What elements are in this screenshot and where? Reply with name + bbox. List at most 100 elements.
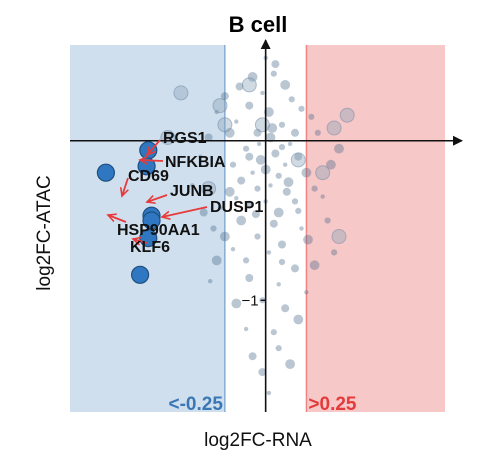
positive-threshold-label: >0.25: [308, 394, 357, 415]
gene-arrow-nfkbia: [140, 160, 164, 161]
data-point: [326, 120, 342, 136]
data-point: [217, 205, 223, 210]
data-point: [248, 352, 257, 361]
data-point: [208, 279, 213, 284]
data-point: [204, 133, 213, 142]
data-point: [237, 176, 246, 185]
data-point: [254, 117, 270, 133]
data-point: [331, 249, 338, 256]
data-point: [220, 231, 230, 242]
data-point: [230, 247, 236, 252]
data-point: [258, 368, 267, 377]
data-point: [251, 210, 260, 219]
data-point: [224, 127, 235, 138]
highlighted-point-dusp1: [142, 211, 161, 230]
data-point: [271, 60, 280, 69]
gene-arrow-hsp90aa1: [108, 215, 127, 223]
data-point: [245, 152, 254, 161]
data-point: [280, 80, 291, 90]
data-point: [198, 154, 203, 159]
data-point: [311, 185, 318, 192]
gene-label-dusp1: DUSP1: [210, 199, 263, 216]
data-point: [291, 264, 299, 273]
gene-label-nfkbia: NFKBIA: [165, 154, 226, 171]
x-axis-label: log2FC-RNA: [204, 430, 312, 451]
data-point: [308, 113, 315, 120]
data-point: [315, 165, 331, 181]
y-tick-label: −1: [242, 292, 259, 309]
data-point: [270, 70, 277, 77]
data-point: [309, 260, 320, 271]
data-point: [283, 177, 294, 188]
data-point: [295, 207, 302, 214]
data-point: [243, 326, 249, 332]
data-point: [255, 155, 266, 165]
positive-threshold-band: [306, 45, 445, 412]
data-point: [331, 229, 347, 244]
data-point: [282, 187, 291, 196]
data-point: [270, 329, 277, 336]
data-point: [211, 255, 222, 266]
data-point: [273, 207, 284, 218]
gene-arrow-rgs1: [147, 139, 161, 155]
data-point: [190, 183, 195, 188]
data-point: [275, 345, 282, 352]
data-point: [201, 181, 217, 197]
data-point: [299, 226, 304, 231]
data-point: [278, 144, 286, 151]
data-point: [229, 161, 237, 168]
data-point: [320, 194, 325, 199]
data-point: [254, 185, 261, 192]
data-point: [217, 117, 233, 133]
data-point: [173, 85, 189, 101]
gene-arrow-dusp1: [162, 206, 208, 217]
data-point: [293, 314, 304, 325]
data-point: [285, 359, 295, 369]
data-point: [290, 152, 306, 168]
data-point: [324, 217, 331, 224]
data-point: [304, 290, 309, 295]
data-point: [291, 128, 299, 137]
data-point: [231, 298, 242, 309]
y-axis-label: log2FC-ATAC: [34, 175, 55, 290]
data-point: [271, 149, 280, 158]
data-point: [250, 170, 255, 175]
data-point: [291, 198, 299, 205]
chart-title: B cell: [229, 12, 288, 37]
data-point: [243, 257, 250, 264]
data-point: [269, 219, 278, 228]
data-point: [303, 234, 313, 245]
data-point: [266, 390, 272, 396]
data-point: [326, 159, 336, 170]
gene-label-klf6: KLF6: [130, 239, 170, 256]
gene-arrow-klf6: [133, 239, 148, 243]
gene-arrow-cd69: [122, 177, 128, 196]
data-point: [278, 121, 286, 128]
data-point: [283, 162, 288, 167]
data-point: [334, 143, 344, 154]
gene-label-junb: JUNB: [170, 183, 214, 200]
data-point: [281, 304, 290, 313]
data-point: [288, 96, 295, 103]
gene-label-cd69: CD69: [128, 168, 169, 185]
data-point: [236, 215, 247, 226]
data-point: [276, 282, 281, 287]
data-point: [256, 141, 262, 147]
data-point: [275, 172, 282, 179]
gene-arrow-junb: [147, 194, 168, 202]
data-point: [298, 105, 305, 112]
gene-label-rgs1: RGS1: [163, 130, 207, 147]
data-point: [260, 90, 265, 96]
data-point: [234, 196, 239, 201]
data-point: [301, 167, 312, 178]
data-point: [294, 152, 303, 161]
data-point: [241, 77, 257, 93]
data-point: [235, 82, 244, 91]
data-point: [220, 92, 229, 101]
data-point: [287, 141, 293, 147]
negative-threshold-label: <-0.25: [168, 394, 223, 415]
data-point: [278, 240, 286, 249]
data-point: [314, 129, 321, 136]
